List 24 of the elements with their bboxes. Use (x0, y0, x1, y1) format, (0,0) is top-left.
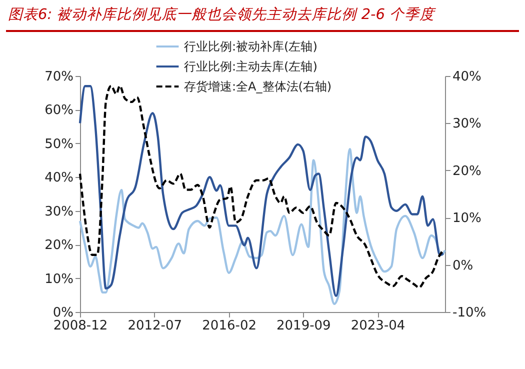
y-tick-label: 60% (44, 103, 74, 118)
legend-label: 行业比例:被动补库(左轴) (184, 40, 318, 54)
y-tick-label: 40% (44, 170, 74, 186)
y2-tick-label: 0% (452, 258, 474, 274)
y-tick-label: 10% (44, 272, 74, 287)
y2-tick-label: 10% (452, 211, 482, 226)
y2-tick-label: -10% (452, 306, 486, 320)
y2-tick-label: 40% (452, 70, 482, 84)
line-series (78, 148, 446, 306)
x-tick-label: 2023-04 (350, 318, 406, 334)
legend-label: 存货增速:全A_整体法(右轴) (184, 80, 332, 94)
y-tick-label: 70% (44, 70, 74, 84)
legend-label: 行业比例:主动去库(左轴) (184, 60, 318, 74)
y2-tick-label: 30% (452, 116, 482, 132)
y-tick-label: 20% (44, 238, 74, 254)
chart-title: 图表6: 被动补库比例见底一般也会领先主动去库比例 2-6 个季度 (6, 0, 519, 32)
x-tick-label: 2012-07 (128, 318, 182, 334)
x-tick-label: 2019-09 (276, 318, 331, 334)
x-tick-label: 2016-02 (202, 318, 256, 334)
y-tick-label: 50% (44, 136, 74, 152)
x-tick-label: 2008-12 (53, 318, 108, 334)
y-tick-label: 0% (52, 306, 74, 320)
y-tick-label: 30% (44, 204, 74, 220)
y2-tick-label: 20% (452, 164, 482, 179)
